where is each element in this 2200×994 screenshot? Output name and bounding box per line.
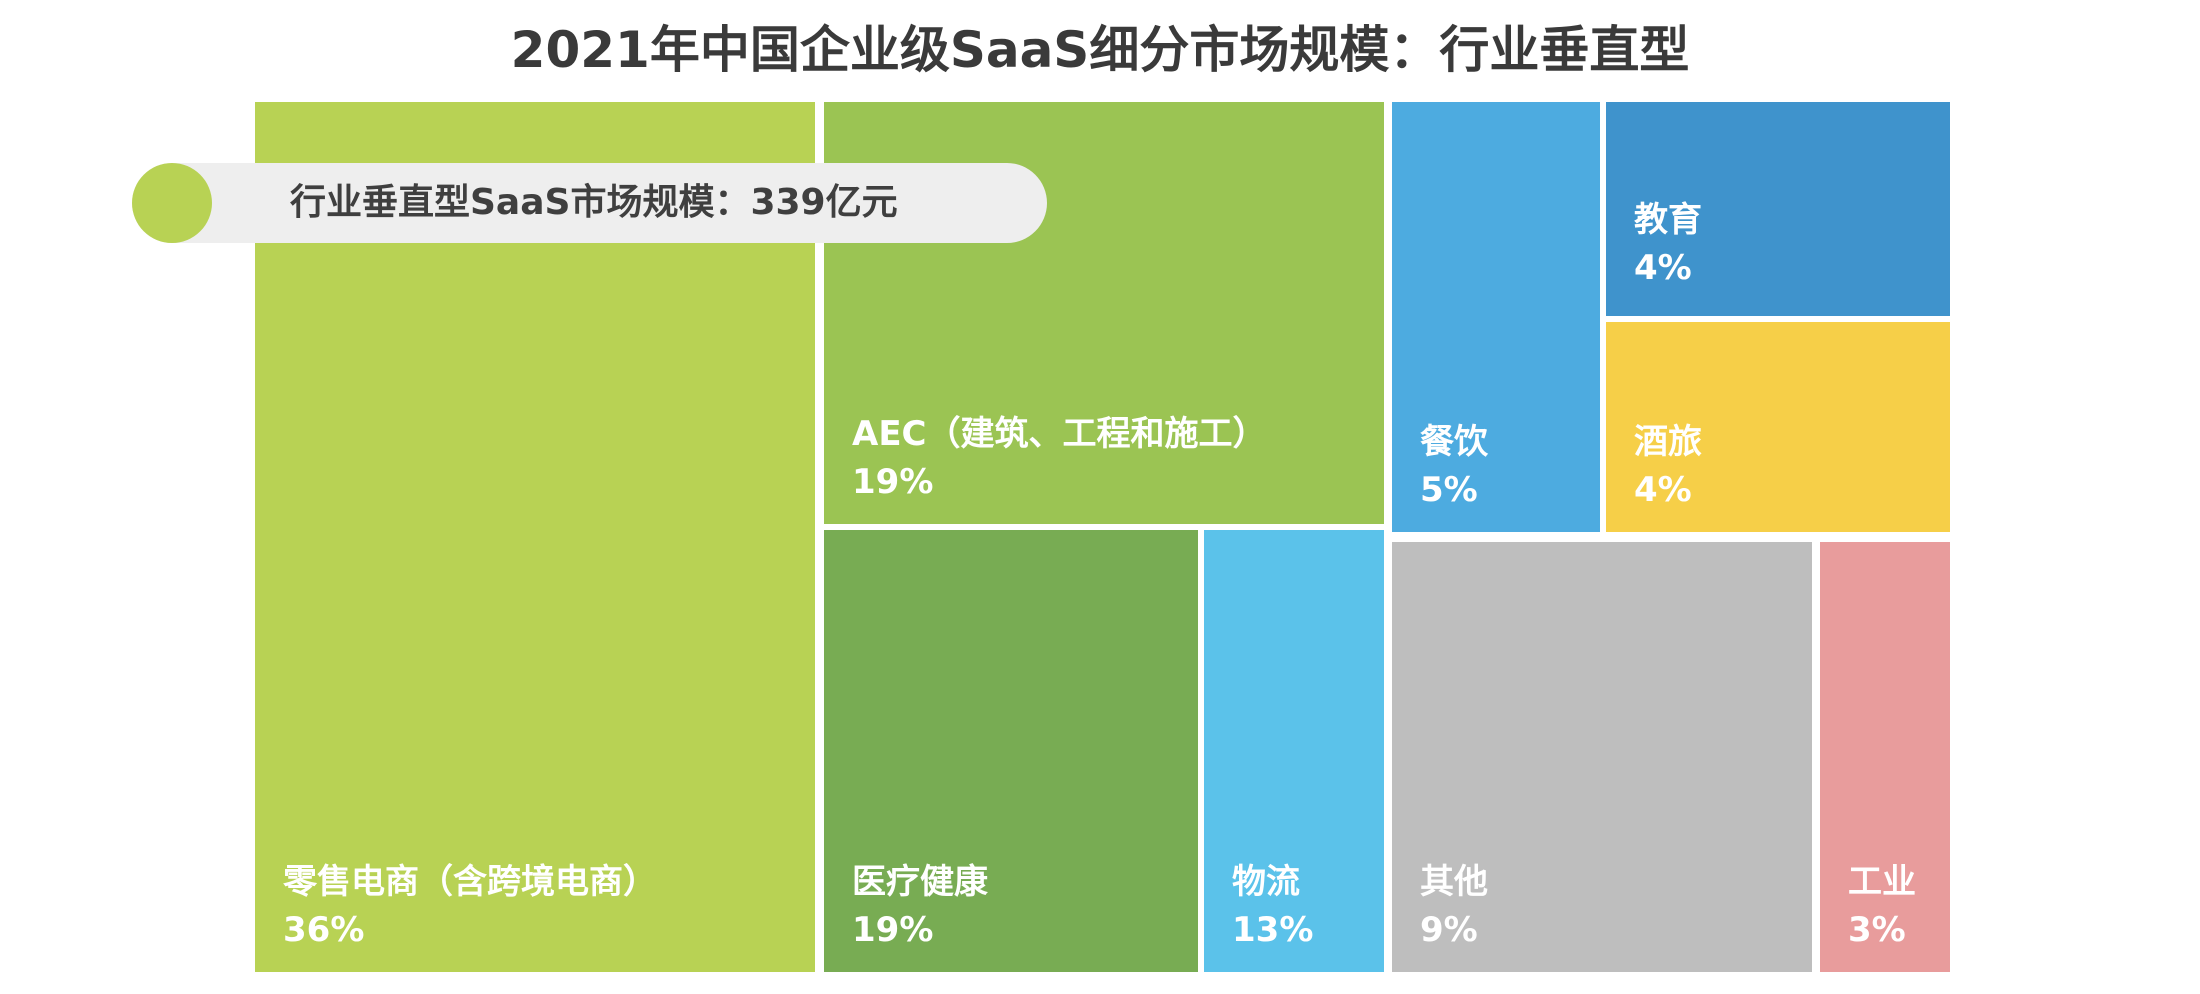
market-size-label: 行业垂直型SaaS市场规模：339亿元 — [290, 182, 898, 223]
tile-name-healthcare: 医疗健康 — [852, 862, 988, 902]
tile-name-retail-ecommerce: 零售电商（含跨境电商） — [283, 862, 657, 902]
tile-label-hotel-travel: 酒旅 4% — [1634, 418, 1702, 514]
tile-label-retail-ecommerce: 零售电商（含跨境电商） 36% — [283, 858, 657, 954]
tile-percent-education: 4% — [1634, 248, 1692, 288]
tile-percent-other: 9% — [1420, 910, 1478, 950]
tile-name-other: 其他 — [1420, 862, 1488, 902]
tile-label-aec: AEC（建筑、工程和施工） 19% — [852, 410, 1267, 506]
tile-industrial: 工业 3% — [1820, 542, 1950, 972]
tile-percent-logistics: 13% — [1232, 910, 1314, 950]
tile-percent-aec: 19% — [852, 462, 934, 502]
tile-logistics: 物流 13% — [1204, 530, 1384, 972]
tile-other: 其他 9% — [1392, 542, 1812, 972]
chart-title: 2021年中国企业级SaaS细分市场规模：行业垂直型 — [510, 21, 1690, 79]
tile-label-logistics: 物流 13% — [1232, 858, 1313, 954]
tile-name-education: 教育 — [1634, 200, 1702, 240]
tile-label-other: 其他 9% — [1420, 858, 1488, 954]
tile-percent-healthcare: 19% — [852, 910, 934, 950]
tile-name-logistics: 物流 — [1232, 862, 1300, 902]
market-size-callout — [132, 163, 1047, 243]
tile-name-industrial: 工业 — [1848, 862, 1916, 902]
tile-label-industrial: 工业 3% — [1848, 858, 1916, 954]
tile-percent-retail-ecommerce: 36% — [283, 910, 365, 950]
tile-name-aec: AEC（建筑、工程和施工） — [852, 414, 1267, 454]
callout-dot-icon — [132, 163, 212, 243]
tile-education: 教育 4% — [1606, 102, 1950, 316]
tile-catering: 餐饮 5% — [1392, 102, 1600, 532]
tile-percent-hotel-travel: 4% — [1634, 470, 1692, 510]
tile-percent-industrial: 3% — [1848, 910, 1906, 950]
tile-label-healthcare: 医疗健康 19% — [852, 858, 988, 954]
tile-healthcare: 医疗健康 19% — [824, 530, 1198, 972]
tile-retail-ecommerce: 零售电商（含跨境电商） 36% — [255, 102, 815, 972]
tile-hotel-travel: 酒旅 4% — [1606, 322, 1950, 532]
tile-label-education: 教育 4% — [1634, 196, 1702, 292]
tile-name-hotel-travel: 酒旅 — [1634, 422, 1702, 462]
tile-percent-catering: 5% — [1420, 470, 1478, 510]
tile-name-catering: 餐饮 — [1420, 422, 1488, 462]
tile-label-catering: 餐饮 5% — [1420, 418, 1488, 514]
